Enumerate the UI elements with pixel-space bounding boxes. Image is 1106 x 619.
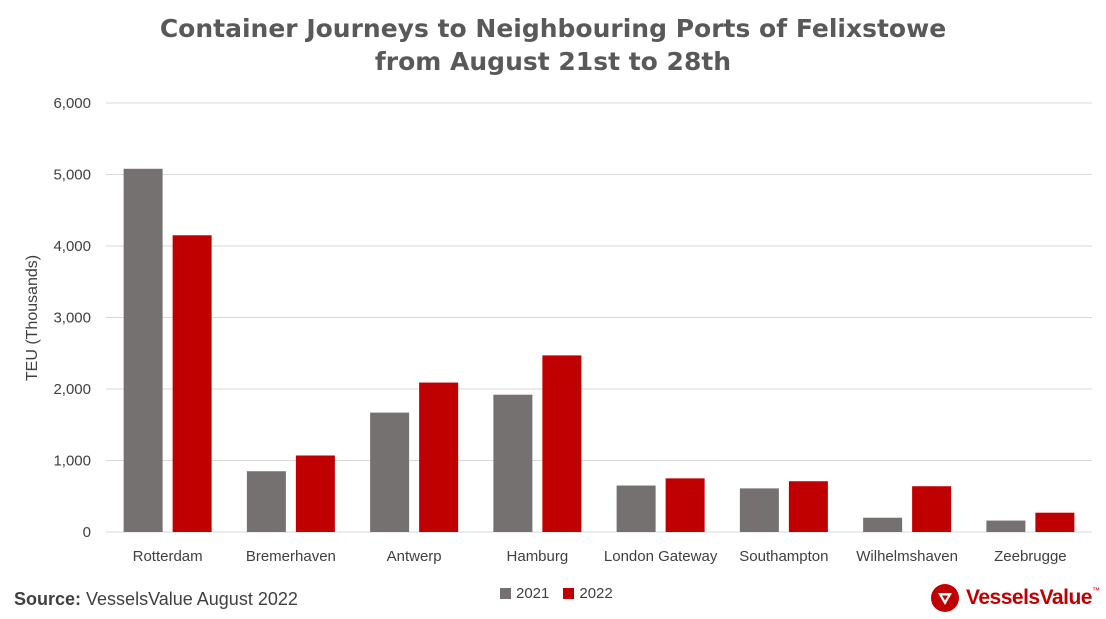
bar-2021 bbox=[986, 520, 1026, 532]
x-tick-label: Southampton bbox=[739, 548, 828, 565]
bar-2022 bbox=[172, 235, 212, 532]
bar-2021 bbox=[493, 394, 533, 532]
source-label: Source: bbox=[14, 589, 82, 609]
y-tick-label: 4,000 bbox=[53, 238, 91, 255]
bar-2022 bbox=[542, 355, 582, 532]
bar-2022 bbox=[665, 478, 705, 532]
y-tick-labels: 0 1,000 2,000 3,000 4,000 5,000 6,000 bbox=[53, 95, 91, 541]
bar-2022 bbox=[419, 382, 459, 532]
logo-trademark: ™ bbox=[1091, 586, 1100, 595]
bar-2021 bbox=[246, 471, 286, 532]
bar-2022 bbox=[788, 481, 828, 532]
legend-label-2022: 2022 bbox=[579, 585, 613, 602]
chart-title-line2: from August 21st to 28th bbox=[374, 47, 732, 76]
bar-2021 bbox=[123, 168, 163, 532]
legend-item-2021: 2021 bbox=[500, 585, 549, 602]
source-note: Source: VesselsValue August 2022 bbox=[14, 589, 298, 610]
bar-2022 bbox=[912, 486, 952, 532]
x-tick-label: London Gateway bbox=[604, 548, 718, 565]
y-tick-label: 2,000 bbox=[53, 381, 91, 398]
legend: 2021 2022 bbox=[500, 585, 613, 602]
x-tick-label: Rotterdam bbox=[133, 548, 203, 565]
logo-text: VesselsValue™ bbox=[966, 586, 1100, 610]
vesselsvalue-logo: VesselsValue™ bbox=[930, 583, 1100, 613]
legend-item-2022: 2022 bbox=[563, 585, 613, 602]
legend-swatch-2021 bbox=[500, 588, 511, 599]
y-tick-label: 1,000 bbox=[53, 453, 91, 470]
bars bbox=[123, 168, 1075, 532]
y-axis-title: TEU (Thousands) bbox=[24, 255, 41, 381]
y-tick-label: 0 bbox=[83, 524, 91, 541]
legend-label-2021: 2021 bbox=[516, 585, 550, 602]
y-tick-label: 5,000 bbox=[53, 167, 91, 184]
x-tick-labels: Rotterdam Bremerhaven Antwerp Hamburg London… bbox=[133, 548, 1067, 565]
x-tick-label: Zeebrugge bbox=[994, 548, 1067, 565]
x-tick-label: Bremerhaven bbox=[246, 548, 336, 565]
x-tick-label: Hamburg bbox=[507, 548, 569, 565]
source-text: VesselsValue August 2022 bbox=[81, 589, 298, 609]
y-tick-label: 3,000 bbox=[53, 310, 91, 327]
bar-2022 bbox=[295, 455, 335, 532]
bar-2021 bbox=[863, 517, 903, 532]
bar-2021 bbox=[370, 412, 410, 532]
x-tick-label: Antwerp bbox=[387, 548, 442, 565]
logo-wordmark: VesselsValue bbox=[966, 586, 1092, 609]
legend-swatch-2022 bbox=[563, 588, 575, 599]
bar-2021 bbox=[739, 488, 779, 532]
chart-title-line1: Container Journeys to Neighbouring Ports… bbox=[159, 14, 947, 43]
bar-2021 bbox=[616, 485, 656, 532]
bar-2022 bbox=[1035, 512, 1075, 532]
logo-triangle-icon bbox=[931, 584, 959, 612]
chart-title: Container Journeys to Neighbouring Ports… bbox=[0, 12, 1106, 78]
y-tick-label: 6,000 bbox=[53, 95, 91, 112]
bar-chart: 0 1,000 2,000 3,000 4,000 5,000 6,000 Rotterda… bbox=[24, 95, 1092, 565]
x-tick-label: Wilhelmshaven bbox=[856, 548, 958, 565]
gridlines bbox=[106, 102, 1092, 533]
